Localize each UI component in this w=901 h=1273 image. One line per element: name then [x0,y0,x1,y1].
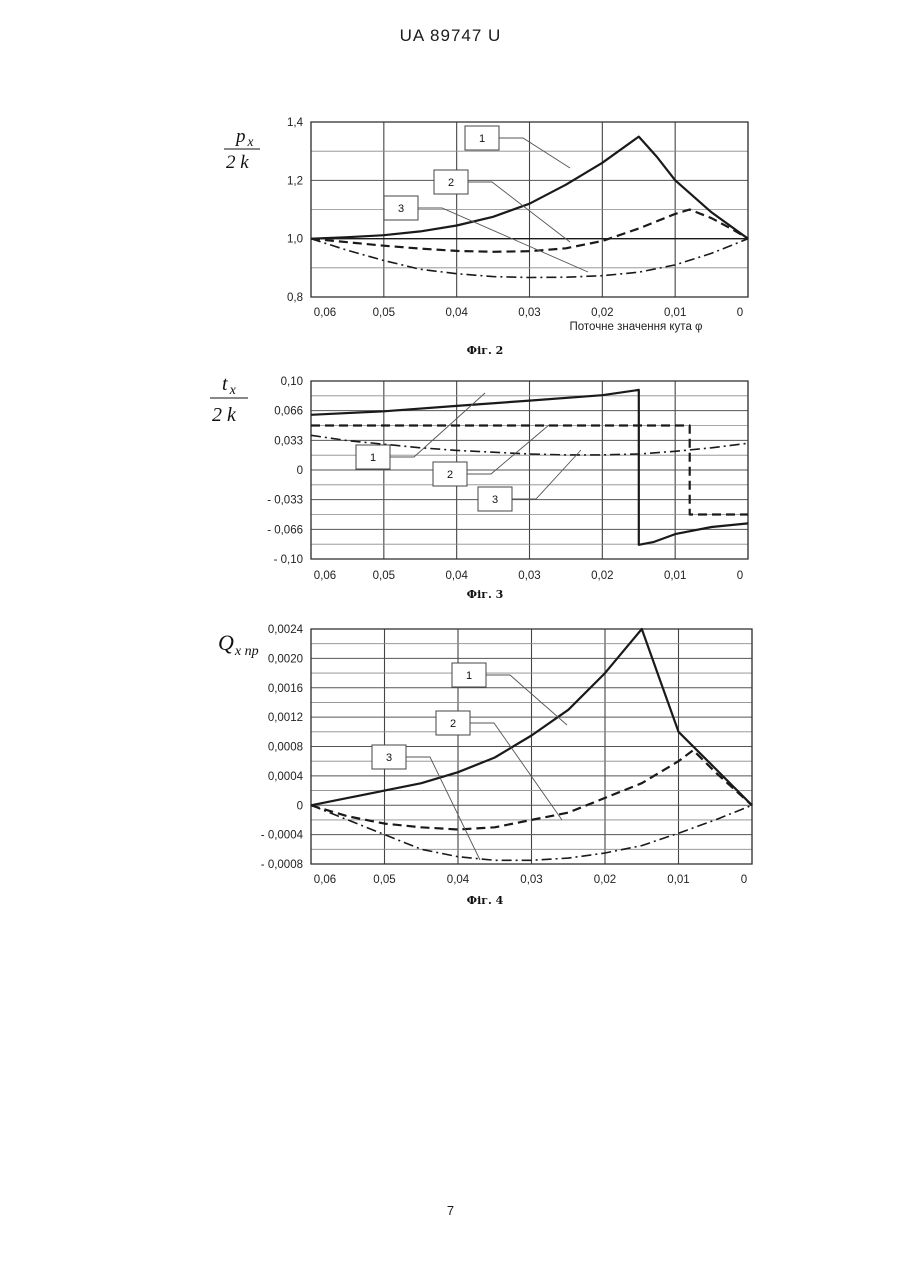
x-tick-label: 0,05 [373,570,395,582]
y-axis-label-denominator: 2 k [212,404,237,426]
callout-label-3: 3 [398,203,404,215]
x-tick-label: 0,05 [373,307,395,319]
x-tick-label: 0,02 [591,570,613,582]
figure-caption: Фіг. 3 [467,588,504,601]
y-tick-label: - 0,0008 [261,859,303,871]
x-axis-label: Поточне значення кута φ [570,321,703,333]
x-tick-label: 0 [737,570,743,582]
y-tick-label: - 0,066 [267,524,303,536]
callout-leader-3 [512,450,581,499]
y-tick-label: 0,8 [287,292,303,304]
y-tick-label: 1,4 [287,117,304,129]
x-tick-label: 0,05 [373,874,395,886]
y-tick-label: 1,2 [287,175,303,187]
x-tick-label: 0,03 [518,307,540,319]
x-tick-label: 0,03 [520,874,542,886]
y-axis-label-numerator: px [234,126,254,149]
y-tick-label: 0 [297,800,303,812]
callout-label-2: 2 [447,469,453,481]
y-tick-label: 0,0012 [268,712,303,724]
chart-2: 0,06 0,05 0,04 0,03 0,02 0,01 0 1,4 1,2 1,0 0,8 Пот… [224,117,748,357]
x-tick-label: 0 [737,307,743,319]
x-tick-label: 0,01 [664,570,686,582]
y-axis-label-subscript: x пр [234,644,259,659]
y-tick-label: 0,066 [274,406,303,418]
y-tick-label: - 0,10 [274,554,303,566]
y-axis-label-subscript: x [229,383,237,398]
y-axis-label-subscript: x [247,134,254,149]
x-tick-label: 0,04 [445,570,468,582]
callout-leader-3 [418,208,588,272]
y-tick-label: 0,10 [281,376,303,388]
y-tick-label: 0,0020 [268,653,303,665]
callout-label-2: 2 [448,177,454,189]
x-tick-label: 0,01 [664,307,686,319]
y-tick-label: 0,0008 [268,742,303,754]
x-tick-label: 0,03 [518,570,540,582]
y-axis-label-numerator: tx [222,373,237,398]
callout-leader-1 [499,138,570,168]
y-axis-label: Qx пр [218,630,259,659]
x-tick-label: 0,01 [667,874,689,886]
x-tick-label: 0 [741,874,747,886]
y-tick-label: - 0,033 [267,495,303,507]
callout-label-2: 2 [450,718,456,730]
x-tick-label: 0,06 [314,307,336,319]
x-tick-label: 0,02 [591,307,613,319]
y-tick-label: 0,0004 [268,771,304,783]
x-tick-label: 0,04 [447,874,470,886]
y-tick-label: 0,0024 [268,624,304,636]
callout-leader-2 [467,425,549,474]
chart-4: 0,06 0,05 0,04 0,03 0,02 0,01 0 0,0024 0,0020 0,0… [218,624,752,907]
x-tick-label: 0,04 [445,307,468,319]
figure-caption: Фіг. 2 [467,344,504,357]
page-number: 7 [0,1203,901,1218]
callout-leader-3 [406,757,480,860]
x-tick-label: 0,06 [314,874,336,886]
y-tick-label: 0,0016 [268,683,303,695]
callout-label-3: 3 [492,494,498,506]
y-tick-label: 0 [297,465,303,477]
figure-caption: Фіг. 4 [467,894,504,907]
y-tick-label: - 0,0004 [261,830,304,842]
y-axis-label-denominator: 2 k [226,152,249,173]
callout-label-1: 1 [466,670,472,682]
callout-label-1: 1 [479,133,485,145]
x-tick-label: 0,06 [314,570,336,582]
callout-label-1: 1 [370,452,376,464]
x-tick-label: 0,02 [594,874,616,886]
y-tick-label: 0,033 [274,435,303,447]
chart-3: 0,06 0,05 0,04 0,03 0,02 0,01 0 0,10 0,066 0,033 0… [210,373,748,601]
y-tick-label: 1,0 [287,234,303,246]
callout-label-3: 3 [386,752,392,764]
